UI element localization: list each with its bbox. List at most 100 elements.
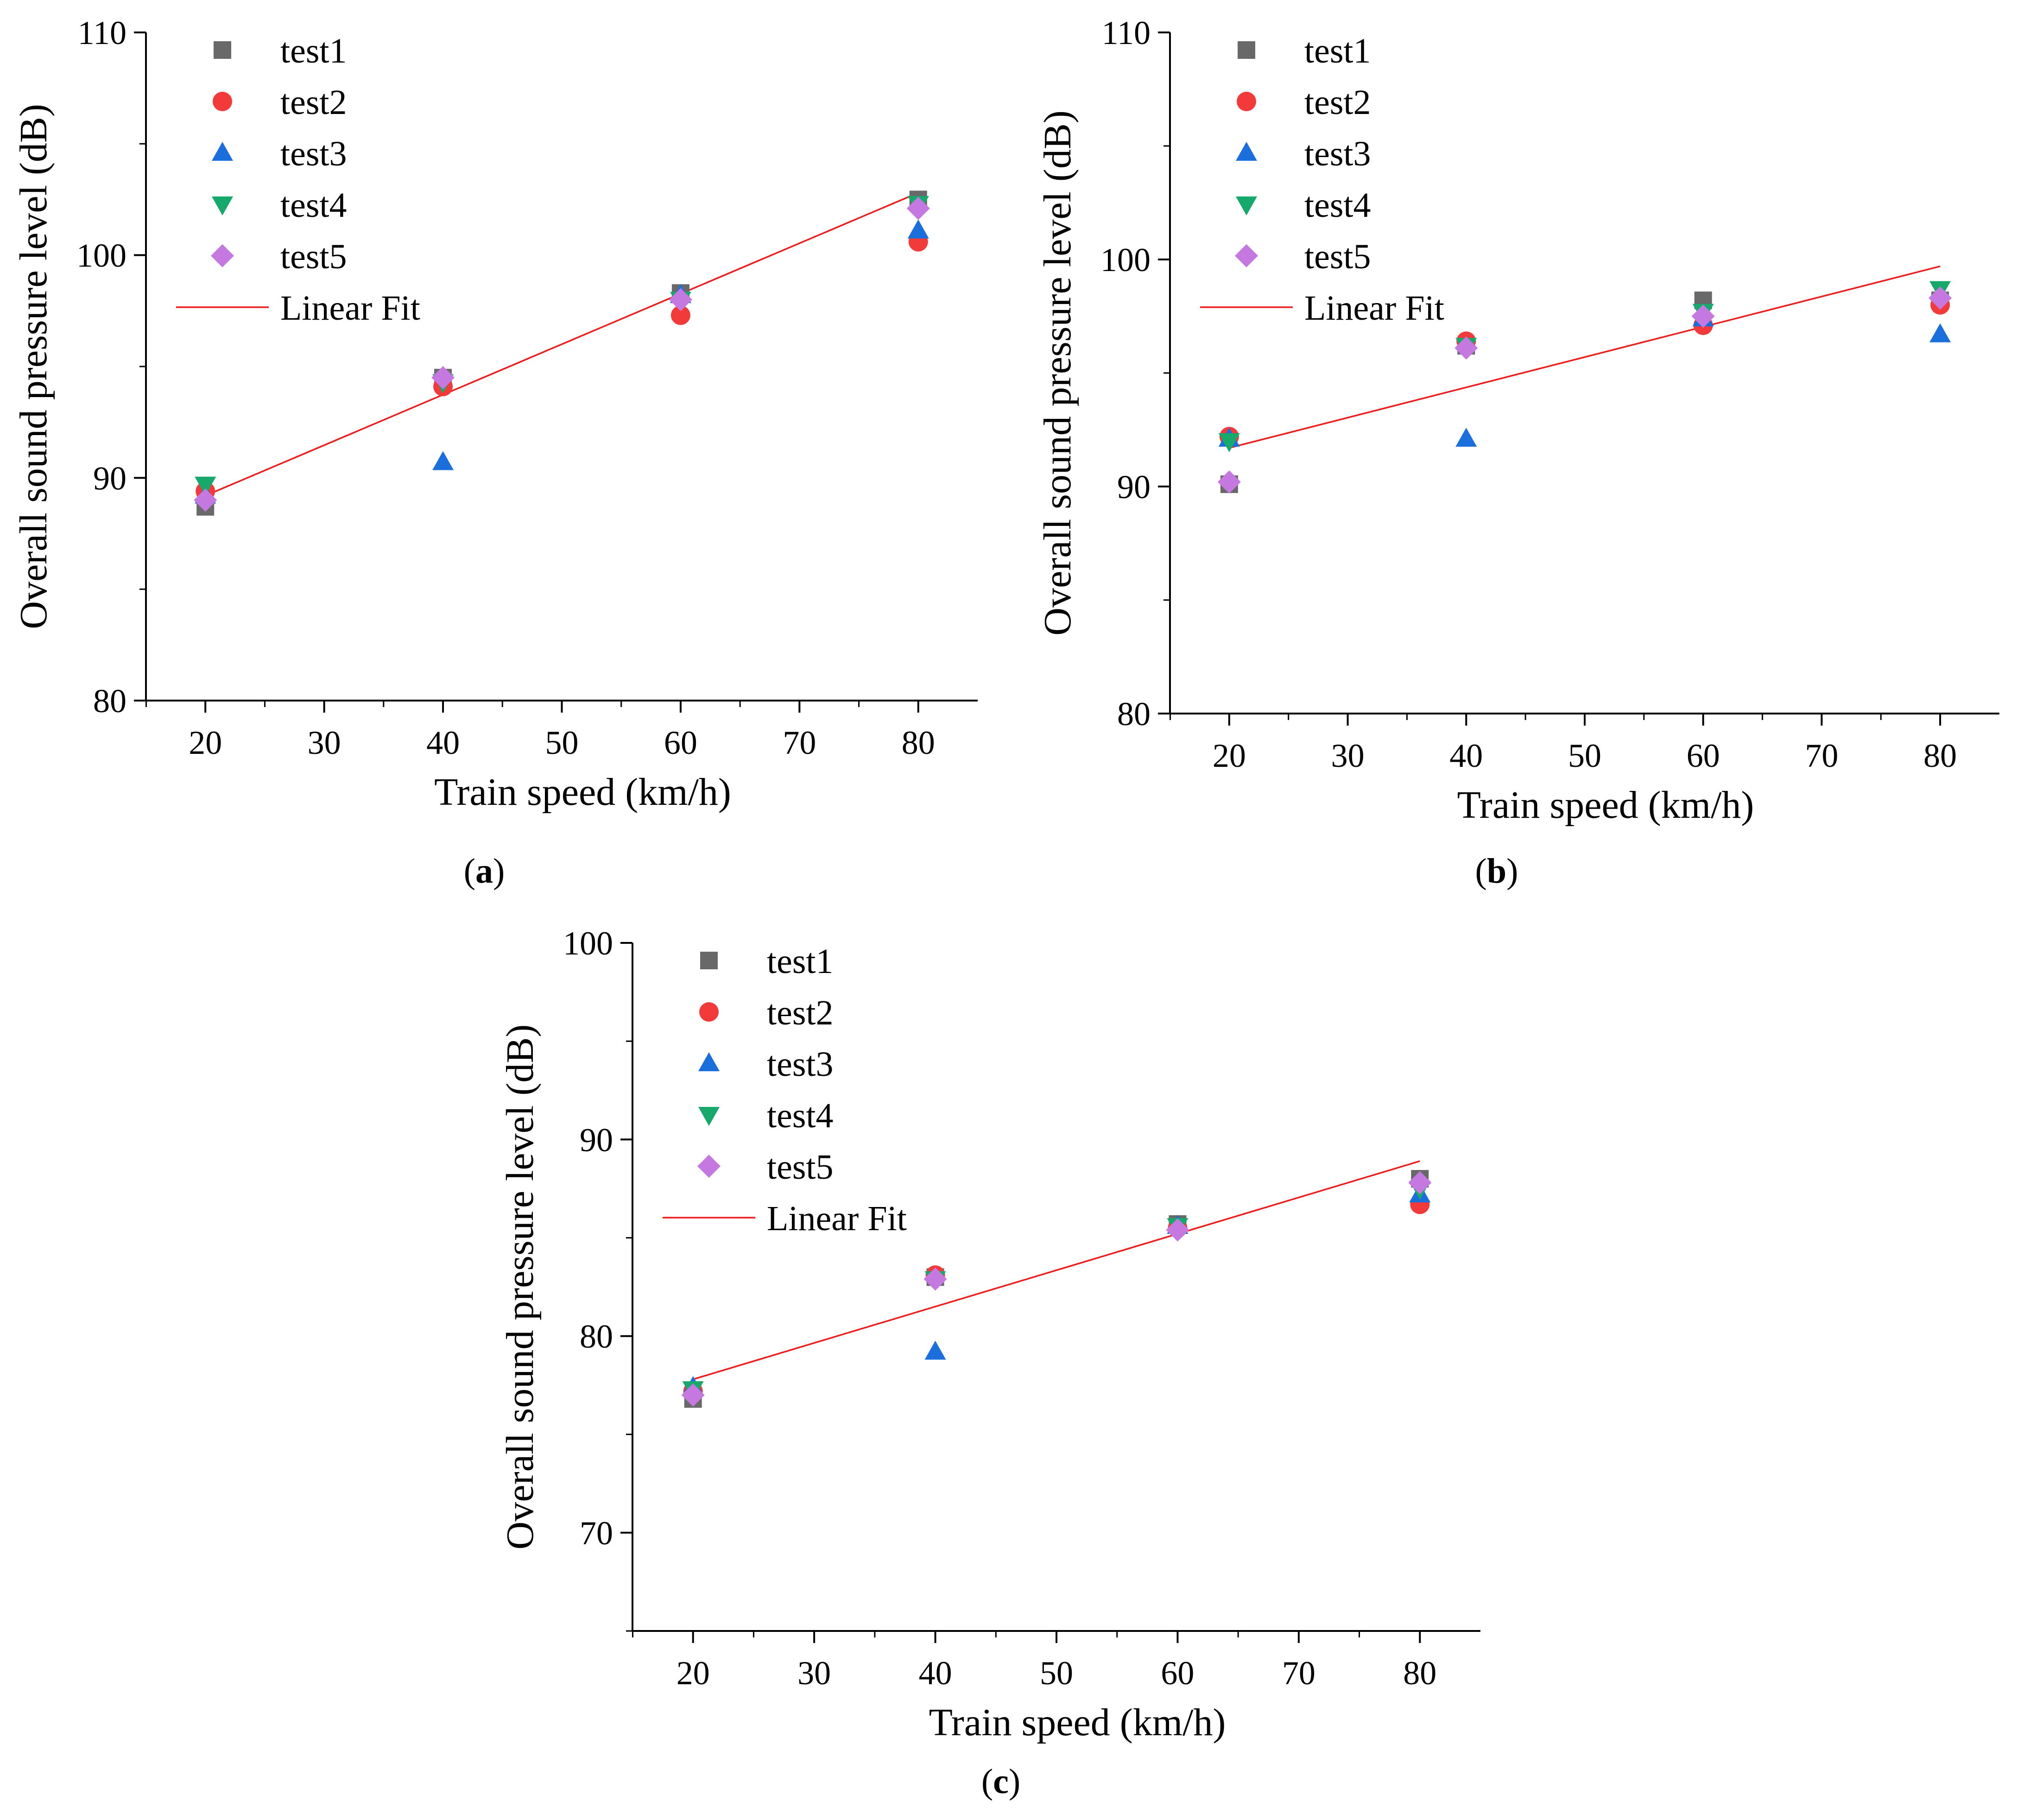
legend-marker-test5 <box>697 1155 721 1178</box>
legend-marker-test1 <box>1238 41 1255 59</box>
data-point-test5 <box>906 196 930 220</box>
x-tick-label: 30 <box>308 724 341 761</box>
legend-marker-test2 <box>213 92 232 111</box>
legend-label-test2: test2 <box>1304 83 1371 122</box>
x-tick-label: 60 <box>1161 1655 1194 1692</box>
y-tick-label: 80 <box>93 682 126 720</box>
legend-marker-test4 <box>212 196 233 215</box>
legend-marker-test1 <box>214 41 231 59</box>
x-tick-label: 70 <box>1282 1655 1315 1692</box>
x-tick-label: 20 <box>189 724 222 761</box>
panel-caption: (a) <box>464 852 505 891</box>
linear-fit-line <box>1229 265 1941 449</box>
y-tick-label: 90 <box>93 460 126 497</box>
y-axis-title: Overall sound pressure level (dB) <box>499 1024 542 1550</box>
x-tick-label: 30 <box>797 1655 831 1692</box>
legend-label-linear-fit: Linear Fit <box>1304 289 1444 328</box>
x-axis-title: Train speed (km/h) <box>929 1701 1226 1744</box>
y-tick-label: 70 <box>580 1515 613 1552</box>
x-tick-label: 60 <box>664 724 697 761</box>
data-point-test5 <box>431 366 455 390</box>
legend-label-test1: test1 <box>280 32 347 70</box>
data-point-test2 <box>670 305 690 325</box>
legend-marker-test3 <box>212 142 233 161</box>
legend-label-linear-fit: Linear Fit <box>280 289 420 328</box>
data-point-test4 <box>1218 433 1240 452</box>
y-tick-label: 110 <box>1102 14 1151 51</box>
x-tick-label: 60 <box>1687 737 1720 774</box>
x-tick-label: 80 <box>1403 1655 1436 1692</box>
y-tick-label: 90 <box>1117 468 1151 506</box>
y-tick-label: 100 <box>563 925 613 962</box>
x-tick-label: 80 <box>902 724 935 761</box>
y-tick-label: 100 <box>1100 241 1151 278</box>
legend-label-test4: test4 <box>280 186 347 225</box>
legend-label-linear-fit: Linear Fit <box>767 1199 907 1238</box>
legend-label-test1: test1 <box>1304 32 1371 70</box>
x-axis-title: Train speed (km/h) <box>1457 784 1754 827</box>
data-point-test5 <box>923 1267 947 1291</box>
legend-label-test2: test2 <box>280 83 347 122</box>
data-point-test3 <box>1929 323 1951 342</box>
legend-marker-test2 <box>699 1002 719 1022</box>
data-point-test5 <box>194 488 217 512</box>
x-tick-label: 70 <box>783 724 816 761</box>
data-point-test5 <box>681 1383 705 1407</box>
legend-marker-test4 <box>1236 196 1257 215</box>
legend-marker-test3 <box>1236 142 1257 161</box>
data-point-test5 <box>1217 470 1241 494</box>
x-tick-label: 50 <box>1040 1655 1073 1692</box>
x-axis-title: Train speed (km/h) <box>434 771 731 814</box>
legend-label-test3: test3 <box>280 134 347 173</box>
legend-label-test2: test2 <box>767 993 834 1032</box>
data-point-test5 <box>1454 336 1478 360</box>
legend-marker-test4 <box>698 1107 720 1126</box>
y-tick-label: 110 <box>78 14 126 51</box>
data-point-test5 <box>669 288 692 311</box>
data-point-test3 <box>1455 428 1477 447</box>
linear-fit-line <box>205 192 919 497</box>
x-tick-label: 40 <box>919 1655 952 1692</box>
legend-label-test4: test4 <box>1304 186 1371 225</box>
x-tick-label: 50 <box>545 724 579 761</box>
x-tick-label: 20 <box>1213 737 1246 774</box>
data-point-test5 <box>1166 1218 1189 1242</box>
legend-label-test5: test5 <box>280 237 347 276</box>
y-tick-label: 80 <box>1117 695 1151 733</box>
y-axis-title: Overall sound pressure level (dB) <box>12 104 55 629</box>
legend-marker-test3 <box>698 1052 720 1071</box>
y-tick-label: 90 <box>580 1121 613 1158</box>
x-tick-label: 40 <box>1449 737 1483 774</box>
chart-panel-a: 20 30 40 50 60 70 80 80 90 100 110 Train speed (km/… <box>12 14 978 891</box>
legend-label-test3: test3 <box>1304 134 1371 173</box>
legend-marker-test1 <box>700 952 718 969</box>
data-point-test5 <box>1408 1171 1432 1194</box>
legend-marker-test5 <box>211 244 234 267</box>
legend-marker-test5 <box>1235 244 1258 267</box>
data-point-test3 <box>924 1340 946 1360</box>
x-tick-label: 40 <box>426 724 460 761</box>
legend-label-test3: test3 <box>767 1045 834 1084</box>
data-point-test3 <box>907 219 929 239</box>
linear-fit-line <box>693 1160 1420 1380</box>
panel-caption: (c) <box>981 1762 1020 1801</box>
legend-label-test5: test5 <box>767 1148 834 1187</box>
panel-caption: (b) <box>1475 852 1518 891</box>
legend-label-test1: test1 <box>767 942 834 981</box>
legend-label-test5: test5 <box>1304 237 1371 276</box>
data-point-test4 <box>195 476 216 496</box>
chart-panel-b: 20 30 40 50 60 70 80 80 90 100 110 Train speed (km/… <box>1036 14 1999 891</box>
data-point-test5 <box>1691 304 1715 328</box>
data-point-test5 <box>1928 286 1952 310</box>
y-tick-label: 80 <box>580 1318 613 1355</box>
data-point-test3 <box>432 451 454 470</box>
x-tick-label: 80 <box>1923 737 1957 774</box>
x-tick-label: 50 <box>1568 737 1601 774</box>
legend-label-test4: test4 <box>767 1096 834 1135</box>
y-tick-label: 100 <box>76 237 126 274</box>
y-axis-title: Overall sound pressure level (dB) <box>1036 110 1079 636</box>
x-tick-label: 20 <box>677 1655 710 1692</box>
x-tick-label: 70 <box>1805 737 1838 774</box>
legend-marker-test2 <box>1237 92 1256 111</box>
